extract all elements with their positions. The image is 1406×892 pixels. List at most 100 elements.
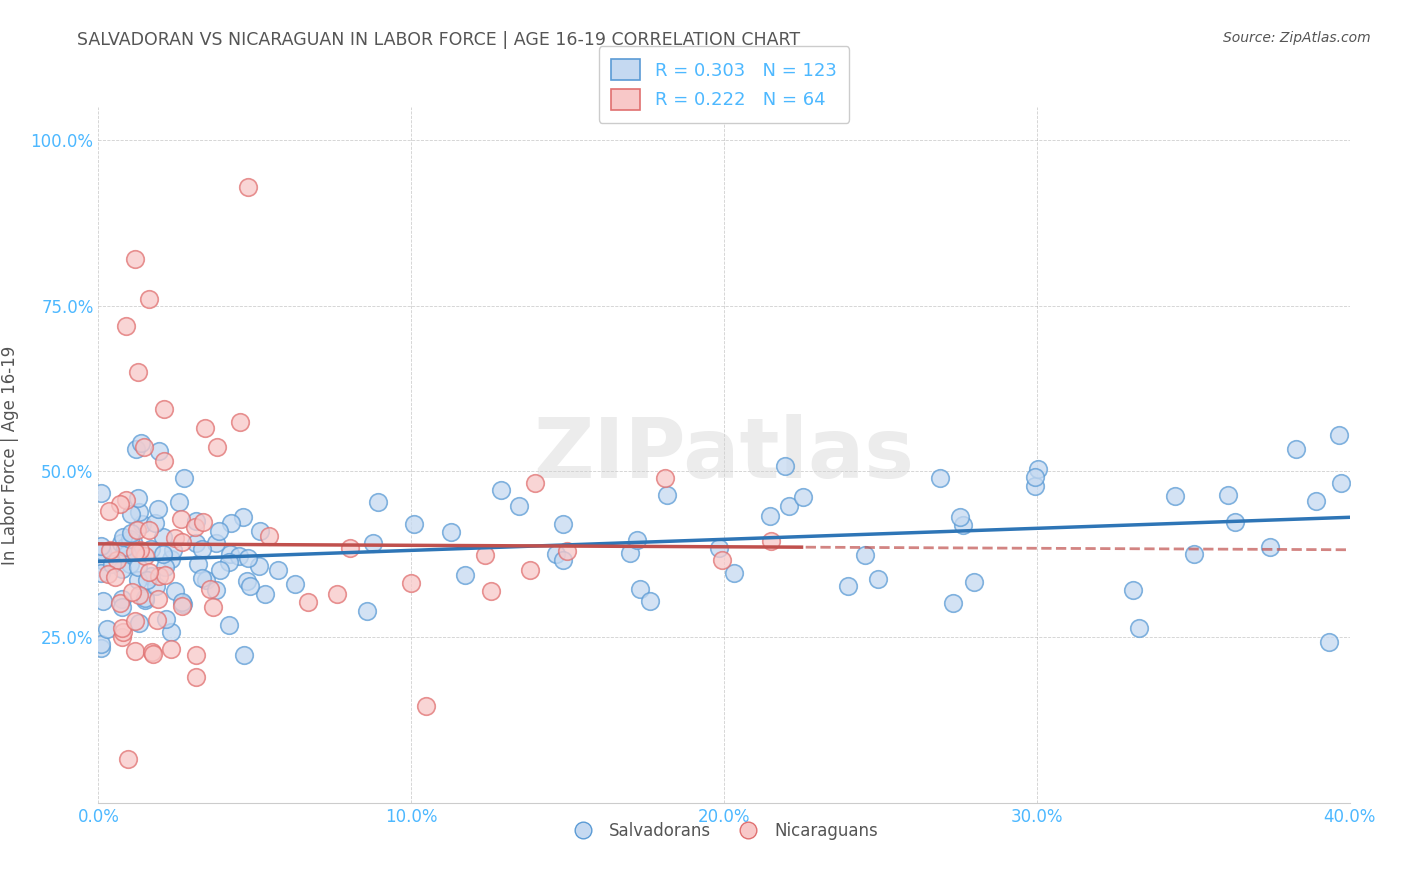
Point xyxy=(236,574,259,588)
Point xyxy=(111,591,134,606)
Point xyxy=(1218,488,1240,502)
Point xyxy=(479,583,502,598)
Point xyxy=(138,292,160,306)
Point xyxy=(238,550,260,565)
Point xyxy=(208,524,231,539)
Point xyxy=(145,516,167,530)
Point xyxy=(489,483,512,497)
Point xyxy=(184,648,207,662)
Point xyxy=(153,401,176,416)
Point xyxy=(114,318,136,333)
Point xyxy=(172,598,194,612)
Point xyxy=(628,582,651,596)
Point xyxy=(191,515,214,529)
Point xyxy=(1128,621,1150,635)
Point xyxy=(952,518,974,533)
Point xyxy=(1327,428,1350,442)
Point xyxy=(233,648,256,663)
Point xyxy=(125,442,148,456)
Point xyxy=(170,511,193,525)
Point xyxy=(111,599,134,614)
Text: SALVADORAN VS NICARAGUAN IN LABOR FORCE | AGE 16-19 CORRELATION CHART: SALVADORAN VS NICARAGUAN IN LABOR FORCE … xyxy=(77,31,800,49)
Point xyxy=(111,630,134,644)
Point xyxy=(134,591,156,606)
Point xyxy=(120,532,142,546)
Point xyxy=(266,563,288,577)
Point xyxy=(1164,489,1187,503)
Point xyxy=(91,544,114,558)
Point xyxy=(96,622,118,636)
Point xyxy=(868,572,890,586)
Point xyxy=(186,514,208,528)
Point xyxy=(110,497,132,511)
Point xyxy=(146,613,169,627)
Point xyxy=(121,585,143,599)
Point xyxy=(190,571,212,585)
Point xyxy=(638,594,661,608)
Point xyxy=(124,252,146,267)
Point xyxy=(254,587,277,601)
Point xyxy=(165,531,187,545)
Point xyxy=(232,510,254,524)
Legend: Salvadorans, Nicaraguans: Salvadorans, Nicaraguans xyxy=(564,815,884,847)
Point xyxy=(963,575,986,590)
Point xyxy=(837,579,859,593)
Point xyxy=(167,495,190,509)
Point xyxy=(128,588,150,602)
Point xyxy=(139,568,162,582)
Point xyxy=(138,523,160,537)
Point xyxy=(723,566,745,580)
Point xyxy=(759,533,782,548)
Point xyxy=(104,569,127,583)
Point xyxy=(519,563,541,577)
Point xyxy=(942,596,965,610)
Point xyxy=(1317,635,1340,649)
Point xyxy=(187,558,209,572)
Point xyxy=(160,552,183,566)
Point xyxy=(200,582,222,596)
Point xyxy=(142,647,165,661)
Point xyxy=(115,547,138,561)
Point xyxy=(205,582,228,597)
Point xyxy=(551,553,574,567)
Point xyxy=(152,530,174,544)
Point xyxy=(209,563,232,577)
Point xyxy=(134,549,156,564)
Point xyxy=(249,524,271,538)
Point xyxy=(114,540,136,554)
Point xyxy=(219,516,242,530)
Point xyxy=(297,594,319,608)
Point xyxy=(1026,462,1049,476)
Point xyxy=(124,545,146,559)
Point xyxy=(110,621,132,635)
Point xyxy=(128,542,150,557)
Point xyxy=(128,616,150,631)
Point xyxy=(284,577,307,591)
Point xyxy=(170,595,193,609)
Point xyxy=(236,179,259,194)
Point xyxy=(145,579,167,593)
Point xyxy=(127,545,149,559)
Point xyxy=(194,421,217,435)
Point xyxy=(148,568,170,582)
Point xyxy=(184,536,207,550)
Point xyxy=(93,554,115,568)
Point xyxy=(160,641,183,656)
Point xyxy=(544,547,567,561)
Point xyxy=(120,507,142,521)
Point xyxy=(165,583,187,598)
Point xyxy=(194,573,217,587)
Point xyxy=(218,556,240,570)
Point xyxy=(247,558,270,573)
Point xyxy=(508,499,530,513)
Point xyxy=(138,565,160,579)
Point xyxy=(124,643,146,657)
Text: ZIPatlas: ZIPatlas xyxy=(534,415,914,495)
Point xyxy=(162,542,184,557)
Point xyxy=(402,517,425,532)
Point xyxy=(129,435,152,450)
Point xyxy=(101,558,124,572)
Point xyxy=(127,365,149,379)
Point xyxy=(415,698,437,713)
Point xyxy=(134,593,156,607)
